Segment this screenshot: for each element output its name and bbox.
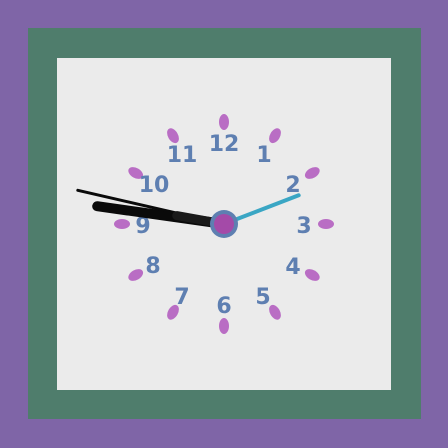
numeral-9: 9 xyxy=(135,214,150,239)
tick-mark-7 xyxy=(167,304,179,320)
numeral-7: 7 xyxy=(174,285,189,310)
numeral-10: 10 xyxy=(139,173,170,198)
tick-mark-8 xyxy=(128,269,144,281)
tick-mark-5 xyxy=(269,304,281,320)
numeral-1: 1 xyxy=(256,143,271,168)
tick-mark-9 xyxy=(114,219,130,229)
numeral-2: 2 xyxy=(285,173,300,198)
center-cap xyxy=(214,214,234,234)
numeral-3: 3 xyxy=(296,214,311,239)
numeral-5: 5 xyxy=(255,285,270,310)
tick-mark-6 xyxy=(219,318,229,334)
tick-mark-2 xyxy=(304,167,320,179)
numeral-4: 4 xyxy=(285,255,300,280)
numeral-6: 6 xyxy=(216,294,231,319)
numerals: 12 1 2 3 4 5 6 7 8 9 10 11 xyxy=(135,132,311,319)
numeral-8: 8 xyxy=(145,254,160,279)
numeral-11: 11 xyxy=(167,143,198,168)
tick-mark-12 xyxy=(219,114,229,130)
clock-hands xyxy=(76,188,301,238)
tick-mark-3 xyxy=(318,219,334,229)
tick-mark-11 xyxy=(167,128,179,144)
tick-mark-1 xyxy=(269,128,281,144)
tick-mark-10 xyxy=(128,167,144,179)
numeral-12: 12 xyxy=(209,132,240,157)
tick-mark-4 xyxy=(304,269,320,281)
tick-marks xyxy=(114,114,334,334)
